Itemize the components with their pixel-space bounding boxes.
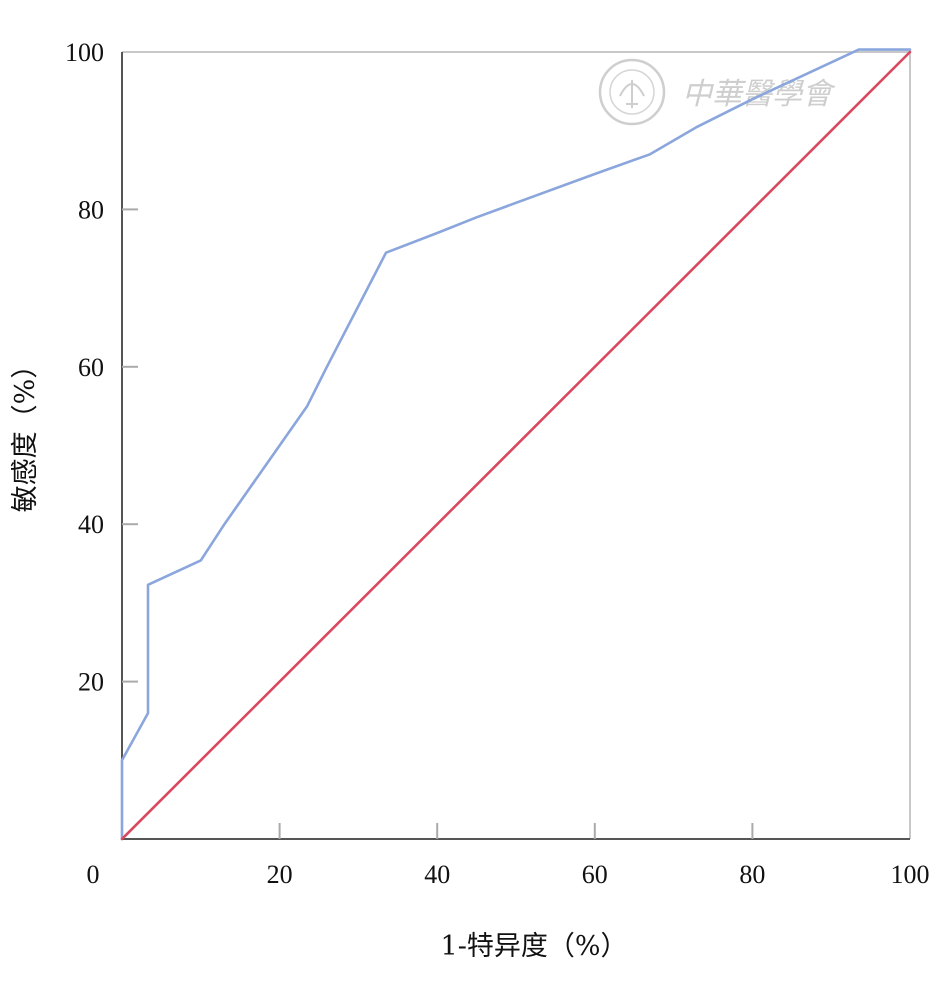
x-tick-label-60: 60 <box>582 860 608 889</box>
x-tick-label-20: 20 <box>267 860 293 889</box>
y-tick-label-80: 80 <box>78 195 104 224</box>
x-tick-label-0: 0 <box>87 860 100 889</box>
roc-curve-line <box>120 48 912 841</box>
y-axis-title: 敏感度（%） <box>10 352 41 513</box>
y-tick-label-40: 40 <box>78 510 104 539</box>
tick-labels: 0 20 40 60 80 100 20 40 60 80 100 <box>65 38 930 889</box>
axis-ticks <box>122 208 754 839</box>
society-seal-icon <box>598 58 666 126</box>
y-tick-label-100: 100 <box>65 38 104 67</box>
plot-frame <box>121 51 911 840</box>
x-tick-label-80: 80 <box>739 860 765 889</box>
watermark-text: 中華醫學會 <box>682 77 836 112</box>
y-tick-label-20: 20 <box>78 668 104 697</box>
reference-diagonal-line <box>120 50 912 841</box>
x-tick-label-40: 40 <box>424 860 450 889</box>
y-tick-label-60: 60 <box>78 353 104 382</box>
series-layer <box>120 48 912 841</box>
watermark: 中華醫學會 <box>598 58 836 126</box>
x-tick-label-100: 100 <box>891 860 930 889</box>
x-axis-title: 1-特异度（%） <box>441 931 628 962</box>
